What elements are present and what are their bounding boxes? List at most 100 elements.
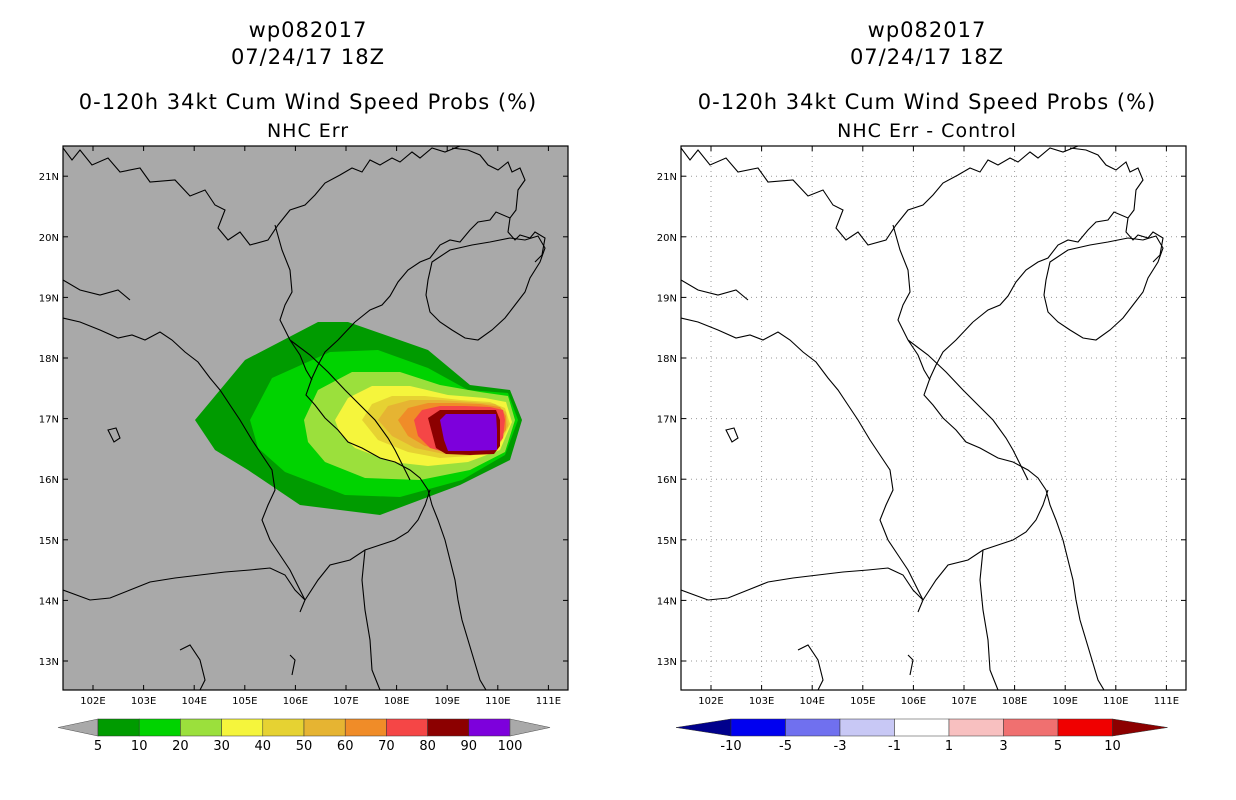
- hainan-island: [425, 235, 546, 341]
- right-map-background: [681, 146, 1186, 690]
- china-coast-line: [63, 146, 461, 246]
- lon-tick-label: 106E: [901, 696, 926, 707]
- colorbar-label: -10: [720, 739, 741, 754]
- lat-tick-label: 18N: [657, 354, 677, 365]
- right-map: 102E 103E 104E 105E 106E 107E 108E 109E 110E 111E…: [657, 145, 1187, 754]
- lon-tick-label: 106E: [283, 696, 308, 707]
- right-grid-lines: [681, 146, 1186, 690]
- colorbar-swatch: [948, 718, 1004, 737]
- right-axis-labels: 102E 103E 104E 105E 106E 107E 108E 109E 110E 111E…: [657, 146, 1186, 707]
- colorbar-swatch: [386, 718, 428, 737]
- colorbar-swatch: [180, 718, 222, 737]
- small-island-left: [107, 427, 121, 443]
- gulf-of-thailand-coast: [179, 644, 296, 690]
- thailand-cambodia-border: [63, 567, 306, 601]
- left-date-time: 07/24/17 18Z: [230, 45, 386, 69]
- colorbar-label: -5: [779, 739, 792, 754]
- lat-tick-label: 17N: [39, 415, 59, 426]
- lon-tick-label: 109E: [1052, 696, 1077, 707]
- lat-tick-label: 20N: [39, 233, 59, 244]
- colorbar-label: -1: [888, 739, 901, 754]
- lat-tick-label: 15N: [657, 536, 677, 547]
- lat-tick-label: 14N: [657, 596, 677, 607]
- colorbar-lower-extension: [675, 718, 732, 737]
- laos-vietnam-border: [274, 224, 411, 481]
- colorbar-lower-extension: [57, 718, 99, 737]
- myanmar-laos-border: [681, 279, 749, 301]
- colorbar-swatch: [894, 718, 950, 737]
- right-storm-id: wp082017: [867, 18, 987, 42]
- lat-tick-label: 14N: [39, 596, 59, 607]
- lon-tick-label: 111E: [1154, 696, 1179, 707]
- colorbar-swatch: [839, 718, 895, 737]
- small-island-left: [725, 427, 739, 443]
- colorbar-label: 20: [172, 739, 189, 754]
- colorbar-swatch: [138, 718, 181, 737]
- lon-tick-label: 107E: [333, 696, 358, 707]
- colorbar-swatch: [97, 718, 140, 737]
- right-colorbar: -10 -5 -3 -1 1 3 5 10: [675, 718, 1168, 754]
- colorbar-upper-extension: [1112, 718, 1168, 737]
- colorbar-label: 30: [213, 739, 230, 754]
- lon-tick-label: 103E: [131, 696, 156, 707]
- lat-tick-label: 13N: [657, 657, 677, 668]
- left-map: 102E 103E 104E 105E 106E 107E 108E 109E 110E 111E…: [39, 145, 569, 754]
- cambodia-border: [304, 489, 431, 601]
- china-coast-line: [681, 146, 1079, 246]
- lon-tick-label: 105E: [232, 696, 257, 707]
- colorbar-label: 50: [296, 739, 313, 754]
- colorbar-label: 10: [131, 739, 148, 754]
- lon-tick-label: 107E: [951, 696, 976, 707]
- right-map-frame: [680, 145, 1187, 691]
- lat-tick-label: 21N: [657, 172, 677, 183]
- cambodia-border: [922, 489, 1049, 601]
- colorbar-swatch: [344, 718, 387, 737]
- colorbar-swatch: [221, 718, 264, 737]
- lat-tick-label: 13N: [39, 657, 59, 668]
- left-subtitle: NHC Err: [266, 120, 350, 142]
- colorbar-swatch: [303, 718, 346, 737]
- left-colorbar: 5 10 20 30 40 50 60 70 80 90 100: [57, 718, 551, 754]
- colorbar-swatch: [468, 718, 511, 737]
- thailand-cambodia-border: [681, 567, 924, 601]
- lat-tick-label: 18N: [39, 354, 59, 365]
- right-date-time: 07/24/17 18Z: [849, 45, 1005, 69]
- colorbar-upper-extension: [509, 718, 551, 737]
- lon-tick-label: 110E: [485, 696, 510, 707]
- colorbar-label: 5: [1054, 739, 1062, 754]
- left-probability-contours: [195, 322, 522, 515]
- lon-tick-label: 108E: [1002, 696, 1027, 707]
- lon-tick-label: 102E: [698, 696, 723, 707]
- laos-thailand-border: [63, 317, 306, 613]
- colorbar-swatch: [730, 718, 786, 737]
- lon-tick-label: 111E: [536, 696, 561, 707]
- lat-tick-label: 17N: [657, 415, 677, 426]
- lon-tick-label: 102E: [80, 696, 105, 707]
- lon-tick-label: 110E: [1103, 696, 1128, 707]
- colorbar-swatch: [1057, 718, 1113, 737]
- lat-tick-label: 16N: [39, 475, 59, 486]
- colorbar-label: 3: [999, 739, 1007, 754]
- lat-tick-label: 19N: [657, 293, 677, 304]
- cambodia-vietnam-border: [361, 549, 381, 690]
- myanmar-laos-border: [63, 279, 131, 301]
- gulf-of-thailand-coast: [797, 644, 914, 690]
- left-storm-id: wp082017: [248, 18, 368, 42]
- laos-vietnam-border: [892, 224, 1029, 481]
- left-coastlines-borders: [63, 146, 546, 690]
- lat-tick-label: 15N: [39, 536, 59, 547]
- lon-tick-label: 108E: [384, 696, 409, 707]
- right-subtitle: NHC Err - Control: [837, 120, 1017, 142]
- vietnam-coast: [305, 321, 487, 690]
- lat-tick-label: 21N: [39, 172, 59, 183]
- colorbar-swatch: [427, 718, 470, 737]
- lon-tick-label: 104E: [799, 696, 824, 707]
- colorbar-label: 40: [255, 739, 272, 754]
- left-product-title: 0-120h 34kt Cum Wind Speed Probs (%): [78, 90, 538, 114]
- gulf-of-tonkin-north-coast: [972, 147, 1144, 323]
- colorbar-label: -3: [834, 739, 847, 754]
- lat-tick-label: 20N: [657, 233, 677, 244]
- colorbar-swatch: [1003, 718, 1059, 737]
- colorbar-label: 1: [945, 739, 953, 754]
- lat-tick-label: 19N: [39, 293, 59, 304]
